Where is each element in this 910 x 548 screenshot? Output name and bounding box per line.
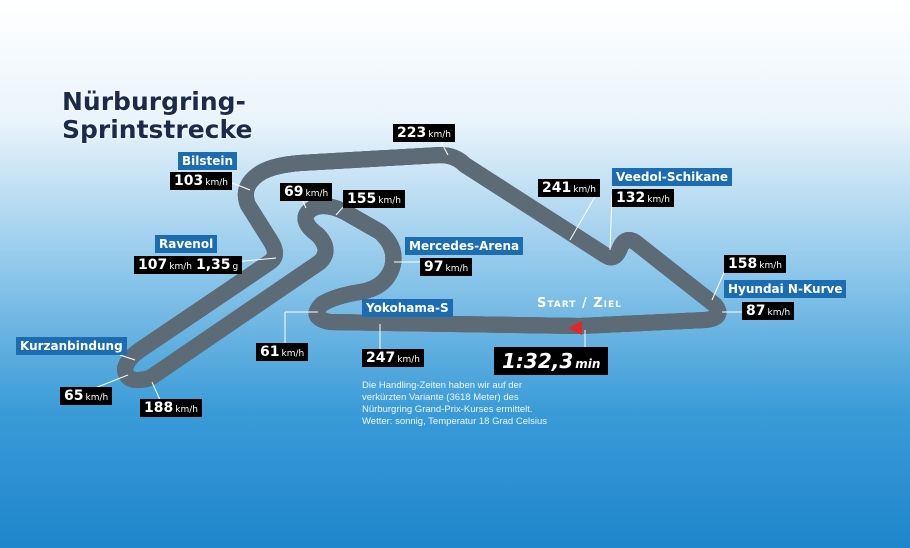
speed-value: 155 xyxy=(347,191,377,207)
speed-unit: km/h xyxy=(767,308,791,318)
speed-value: 107 xyxy=(138,257,168,273)
speed-unit: km/h xyxy=(281,349,305,359)
corner-name: Bilstein xyxy=(178,152,238,170)
lap-unit: min xyxy=(575,357,601,371)
title-line: Sprintstrecke xyxy=(62,115,253,144)
corner-name: Yokohama-S xyxy=(362,299,453,317)
lap-value: 1:32,3 xyxy=(502,349,574,373)
leader xyxy=(229,181,251,191)
speed-box: 61 km/h xyxy=(256,343,309,361)
speed-box: 158 km/h xyxy=(724,255,786,273)
speed-unit: km/h xyxy=(759,261,782,271)
title: Nürburgring- Sprintstrecke xyxy=(62,88,252,144)
speed-value: 241 xyxy=(542,180,572,196)
start-finish: Start / Ziel xyxy=(537,296,622,311)
track xyxy=(117,147,718,380)
speed-unit: km/h xyxy=(445,264,469,274)
speed-box: 155 km/h xyxy=(343,190,405,208)
g-force-value: 1,35 xyxy=(195,257,231,273)
speed-box: 107 km/h 1,35 g xyxy=(134,256,243,274)
lap-time: 1:32,3 min xyxy=(494,347,609,375)
speed-value: 87 xyxy=(746,303,766,319)
corner-name: Veedol-Schikane xyxy=(612,168,733,186)
speed-box: 103 km/h xyxy=(170,172,232,190)
g-force-unit: g xyxy=(232,262,239,272)
speed-box: 87 km/h xyxy=(742,302,795,320)
leader xyxy=(609,194,613,251)
note: Die Handling-Zeiten haben wir auf der ver… xyxy=(362,380,547,428)
speed-value: 223 xyxy=(397,125,427,141)
leader xyxy=(439,139,449,156)
start-arrow xyxy=(568,321,582,335)
leader xyxy=(711,267,727,301)
speed-value: 69 xyxy=(284,184,304,200)
speed-unit: km/h xyxy=(378,196,401,206)
speed-value: 132 xyxy=(616,190,646,206)
speed-box: 97 km/h xyxy=(420,258,473,276)
speed-unit: km/h xyxy=(175,405,198,415)
corner-name: Ravenol xyxy=(155,235,218,253)
speed-box: 247 km/h xyxy=(362,349,424,367)
speed-unit: km/h xyxy=(428,130,451,140)
speed-unit: km/h xyxy=(305,189,329,199)
speed-value: 158 xyxy=(728,256,758,272)
speed-unit: km/h xyxy=(85,393,109,403)
speed-box: 188 km/h xyxy=(140,399,202,417)
leader xyxy=(119,354,136,361)
corner-name: Hyundai N-Kurve xyxy=(724,280,847,298)
speed-value: 65 xyxy=(64,388,84,404)
corner-name: Mercedes-Arena xyxy=(405,237,524,255)
speed-unit: km/h xyxy=(169,262,192,272)
note-line: Die Handling-Zeiten haben wir auf der xyxy=(362,380,523,391)
leader xyxy=(569,194,597,241)
note-line: Wetter: sonnig, Temperatur 18 Grad Celsi… xyxy=(362,416,547,427)
speed-value: 97 xyxy=(424,259,444,275)
note-line: Nürburgring Grand-Prix-Kurses ermittelt. xyxy=(362,404,533,415)
leader-lines xyxy=(89,139,742,401)
speed-box: 132 km/h xyxy=(612,189,674,207)
speed-box: 223 km/h xyxy=(393,124,455,142)
note-line: verkürzten Variante (3618 Meter) des xyxy=(362,392,519,403)
corner-name: Kurzanbindung xyxy=(16,337,127,355)
speed-unit: km/h xyxy=(573,185,596,195)
title-line: Nürburgring- xyxy=(62,87,246,116)
speed-value: 61 xyxy=(260,344,280,360)
speed-unit: km/h xyxy=(647,195,670,205)
speed-value: 188 xyxy=(144,400,174,416)
speed-box: 69 km/h xyxy=(280,183,333,201)
speed-value: 103 xyxy=(174,173,204,189)
speed-unit: km/h xyxy=(205,178,228,188)
speed-unit: km/h xyxy=(397,355,420,365)
speed-value: 247 xyxy=(366,350,396,366)
leader xyxy=(151,381,161,401)
speed-box: 241 km/h xyxy=(538,179,600,197)
speed-box: 65 km/h xyxy=(60,387,113,405)
